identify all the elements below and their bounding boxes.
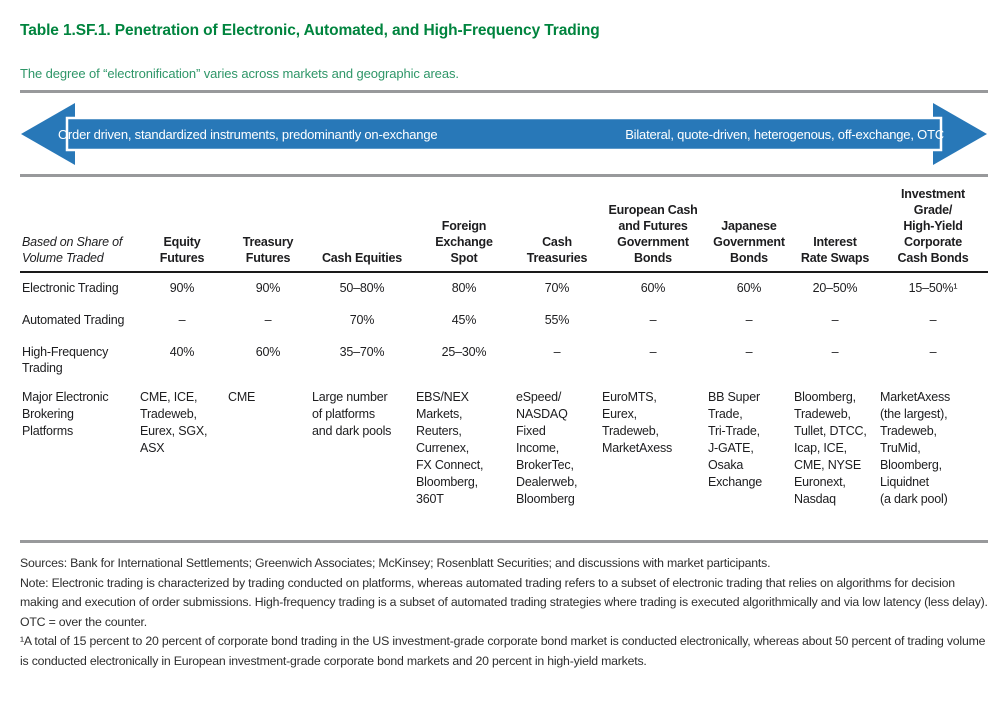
- table-cell: Large number of platforms and dark pools: [312, 390, 392, 438]
- banner-left-label: Order driven, standardized instruments, …: [58, 126, 438, 142]
- header-row: Based on Share of Volume Traded Equity F…: [20, 186, 988, 273]
- table-cell: BB Super Trade, Tri-Trade, J-GATE, Osaka…: [708, 390, 762, 489]
- table-cell: CME, ICE, Tradeweb, Eurex, SGX, ASX: [140, 390, 208, 455]
- table-cell: –: [553, 345, 561, 359]
- double-arrow-icon: [21, 103, 987, 165]
- table-cell: 60%: [736, 281, 762, 295]
- table-cell: –: [178, 313, 186, 327]
- table-cell: –: [745, 345, 753, 359]
- table-cell: 45%: [451, 313, 477, 327]
- row-label: High-Frequency Trading: [22, 345, 109, 375]
- divider-above-table: [20, 174, 988, 177]
- table-notes: Sources: Bank for International Settleme…: [20, 554, 988, 671]
- table-title: Table 1.SF.1. Penetration of Electronic,…: [20, 22, 600, 39]
- column-header-corporate-cash-bonds: Investment Grade/ High-Yield Corporate C…: [878, 186, 988, 273]
- table-cell: 15–50%¹: [908, 281, 958, 295]
- table-cell: Bloomberg, Tradeweb, Tullet, DTCC, Icap,…: [794, 390, 867, 506]
- table-cell: –: [831, 313, 839, 327]
- table-cell: 90%: [255, 281, 281, 295]
- table-cell: –: [929, 313, 937, 327]
- spectrum-arrow-banner: Order driven, standardized instruments, …: [20, 102, 988, 166]
- table-cell: –: [649, 345, 657, 359]
- table-subtitle: The degree of “electronification” varies…: [20, 66, 459, 81]
- table-cell: –: [929, 345, 937, 359]
- divider-below-table: [20, 540, 988, 543]
- table-row-brokering-platforms: Major Electronic Brokering Platforms CME…: [20, 385, 988, 526]
- divider-top: [20, 90, 988, 93]
- table-cell: –: [649, 313, 657, 327]
- table-cell: 80%: [451, 281, 477, 295]
- table-cell: 20–50%: [812, 281, 858, 295]
- table-row-high-frequency-trading: High-Frequency Trading 40% 60% 35–70% 25…: [20, 337, 988, 385]
- table-cell: 55%: [544, 313, 570, 327]
- row-label: Electronic Trading: [22, 281, 119, 295]
- table-cell: 70%: [544, 281, 570, 295]
- column-header-treasury-futures: Treasury Futures: [226, 186, 310, 273]
- report-page: Table 1.SF.1. Penetration of Electronic,…: [20, 22, 988, 671]
- table-cell: EBS/NEX Markets, Reuters, Currenex, FX C…: [416, 390, 484, 506]
- table-cell: CME: [228, 390, 256, 404]
- table-cell: 35–70%: [339, 345, 385, 359]
- definition-note: Note: Electronic trading is characterize…: [20, 575, 988, 629]
- table-cell: 60%: [255, 345, 281, 359]
- table-cell: –: [264, 313, 272, 327]
- banner-labels: Order driven, standardized instruments, …: [58, 118, 944, 150]
- footnote-1: ¹A total of 15 percent to 20 percent of …: [20, 634, 986, 668]
- table-cell: EuroMTS, Eurex, Tradeweb, MarketAxess: [602, 390, 673, 455]
- table-row-electronic-trading: Electronic Trading 90% 90% 50–80% 80% 70…: [20, 272, 988, 305]
- column-header-interest-rate-swaps: Interest Rate Swaps: [792, 186, 878, 273]
- table-cell: –: [745, 313, 753, 327]
- column-header-european-gov-bonds: European Cash and Futures Government Bon…: [600, 186, 706, 273]
- table-cell: 90%: [169, 281, 195, 295]
- table-cell: MarketAxess (the largest), Tradeweb, Tru…: [880, 390, 951, 506]
- penetration-table: Based on Share of Volume Traded Equity F…: [20, 186, 988, 526]
- banner-right-label: Bilateral, quote-driven, heterogenous, o…: [625, 126, 944, 142]
- table-cell: 50–80%: [339, 281, 385, 295]
- table-cell: 40%: [169, 345, 195, 359]
- corner-header: Based on Share of Volume Traded: [20, 186, 138, 273]
- column-header-equity-futures: Equity Futures: [138, 186, 226, 273]
- row-label: Major Electronic Brokering Platforms: [22, 390, 109, 438]
- table-row-automated-trading: Automated Trading – – 70% 45% 55% – – – …: [20, 305, 988, 337]
- column-header-cash-equities: Cash Equities: [310, 186, 414, 273]
- table-cell: –: [831, 345, 839, 359]
- table-cell: 60%: [640, 281, 666, 295]
- column-header-cash-treasuries: Cash Treasuries: [514, 186, 600, 273]
- sources-note: Sources: Bank for International Settleme…: [20, 556, 771, 570]
- table-cell: 25–30%: [441, 345, 487, 359]
- table-cell: 70%: [349, 313, 375, 327]
- column-header-fx-spot: Foreign Exchange Spot: [414, 186, 514, 273]
- table-cell: eSpeed/ NASDAQ Fixed Income, BrokerTec, …: [516, 390, 578, 506]
- column-header-japanese-gov-bonds: Japanese Government Bonds: [706, 186, 792, 273]
- row-label: Automated Trading: [22, 313, 125, 327]
